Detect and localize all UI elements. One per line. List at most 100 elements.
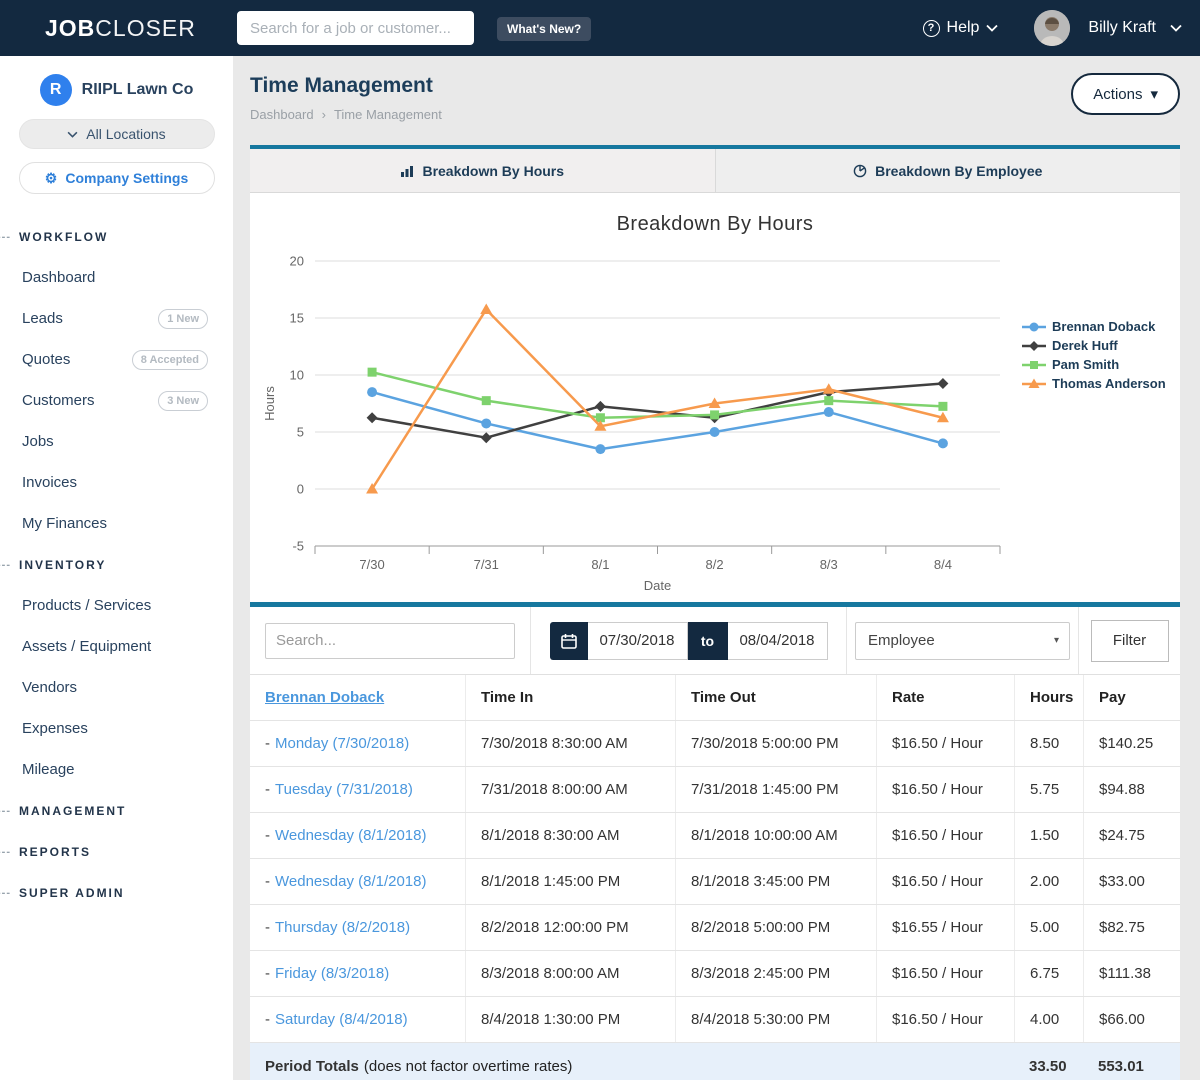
help-label: Help [947, 19, 980, 37]
group-by-select[interactable]: Employee ▾ [855, 622, 1070, 660]
day-link[interactable]: Monday (7/30/2018) [275, 735, 409, 752]
legend-label: Derek Huff [1052, 338, 1118, 353]
sidebar-item-my-finances[interactable]: My Finances [0, 503, 233, 544]
all-locations-dropdown[interactable]: All Locations [19, 119, 215, 149]
date-from-input[interactable] [588, 622, 688, 660]
caret-down-icon: ▾ [1054, 635, 1059, 646]
logo-light: CLOSER [95, 15, 196, 41]
total-hours: 33.50 [1014, 1043, 1083, 1080]
cell-hours: 8.50 [1014, 721, 1083, 766]
cell-pay: $82.75 [1083, 905, 1180, 950]
sidebar-item-leads[interactable]: Leads1 New [0, 298, 233, 339]
cell-time-out: 8/1/2018 3:45:00 PM [675, 859, 876, 904]
legend-item-brennan-doback[interactable]: Brennan Doback [1022, 319, 1166, 334]
day-link[interactable]: Saturday (8/4/2018) [275, 1011, 408, 1028]
section-label: WORKFLOW [19, 230, 108, 244]
sidebar-item-products-services[interactable]: Products / Services [0, 585, 233, 626]
row-dash: - [265, 827, 270, 844]
sidebar-item-label: My Finances [22, 515, 107, 532]
cell-rate: $16.50 / Hour [876, 997, 1014, 1042]
legend-item-thomas-anderson[interactable]: Thomas Anderson [1022, 376, 1166, 391]
legend-marker-icon [1022, 378, 1046, 390]
cell-rate: $16.50 / Hour [876, 859, 1014, 904]
sidebar-section-management[interactable]: ---MANAGEMENT [0, 790, 233, 831]
period-totals-label: Period Totals [265, 1058, 359, 1075]
sidebar-section-inventory[interactable]: ---INVENTORY [0, 544, 233, 585]
sidebar-item-assets-equipment[interactable]: Assets / Equipment [0, 626, 233, 667]
bar-chart-icon [400, 164, 414, 178]
cell-time-in: 7/30/2018 8:30:00 AM [465, 721, 675, 766]
sidebar-nav: ---WORKFLOWDashboardLeads1 NewQuotes8 Ac… [0, 216, 233, 913]
legend-item-derek-huff[interactable]: Derek Huff [1022, 338, 1166, 353]
chart-legend: Brennan Doback Derek Huff Pam Smith Thomas … [1022, 319, 1166, 391]
svg-text:5: 5 [297, 425, 304, 440]
cell-hours: 2.00 [1014, 859, 1083, 904]
day-link[interactable]: Thursday (8/2/2018) [275, 919, 410, 936]
breadcrumb-dashboard[interactable]: Dashboard [250, 107, 314, 122]
table-row: -Wednesday (8/1/2018)8/1/2018 8:30:00 AM… [250, 813, 1180, 859]
day-link[interactable]: Wednesday (8/1/2018) [275, 827, 427, 844]
global-search-input[interactable] [237, 11, 474, 45]
cell-rate: $16.50 / Hour [876, 767, 1014, 812]
employee-name-link[interactable]: Brennan Doback [265, 689, 384, 706]
cell-time-out: 8/4/2018 5:30:00 PM [675, 997, 876, 1042]
breadcrumb-current: Time Management [334, 107, 442, 122]
cell-time-out: 7/31/2018 1:45:00 PM [675, 767, 876, 812]
sidebar-item-customers[interactable]: Customers3 New [0, 380, 233, 421]
sidebar-item-quotes[interactable]: Quotes8 Accepted [0, 339, 233, 380]
calendar-button[interactable] [550, 622, 588, 660]
legend-item-pam-smith[interactable]: Pam Smith [1022, 357, 1166, 372]
day-link[interactable]: Friday (8/3/2018) [275, 965, 389, 982]
hours-line-chart: Breakdown By Hours 20151050-57/307/318/1… [250, 193, 1180, 607]
sidebar-item-expenses[interactable]: Expenses [0, 708, 233, 749]
table-row: -Friday (8/3/2018)8/3/2018 8:00:00 AM8/3… [250, 951, 1180, 997]
user-avatar[interactable] [1034, 10, 1070, 46]
period-totals-row: Period Totals (does not factor overtime … [250, 1043, 1180, 1080]
tab-breakdown-by-employee[interactable]: Breakdown By Employee [715, 149, 1181, 192]
tab-label: Breakdown By Employee [875, 163, 1042, 179]
sidebar-section-reports[interactable]: ---REPORTS [0, 831, 233, 872]
col-time-out: Time Out [675, 675, 876, 720]
company-settings-label: Company Settings [65, 170, 188, 186]
row-dash: - [265, 735, 270, 752]
cell-rate: $16.50 / Hour [876, 951, 1014, 996]
sidebar-item-jobs[interactable]: Jobs [0, 421, 233, 462]
date-to-input[interactable] [728, 622, 828, 660]
sidebar-item-label: Vendors [22, 679, 77, 696]
sidebar-section-super-admin[interactable]: ---SUPER ADMIN [0, 872, 233, 913]
table-header-row: Brennan Doback Time In Time Out Rate Hou… [250, 675, 1180, 721]
user-menu[interactable]: Billy Kraft [1088, 19, 1156, 37]
day-link[interactable]: Wednesday (8/1/2018) [275, 873, 427, 890]
svg-text:20: 20 [290, 254, 304, 269]
cell-time-out: 8/3/2018 2:45:00 PM [675, 951, 876, 996]
col-rate: Rate [876, 675, 1014, 720]
whats-new-button[interactable]: What's New? [497, 17, 591, 41]
row-dash: - [265, 873, 270, 890]
sidebar-item-dashboard[interactable]: Dashboard [0, 257, 233, 298]
chart-title: Breakdown By Hours [250, 213, 1180, 236]
filter-button[interactable]: Filter [1091, 620, 1169, 662]
actions-button[interactable]: Actions ▾ [1071, 73, 1180, 115]
main-content: Time Management Dashboard › Time Managem… [250, 56, 1180, 1080]
section-label: INVENTORY [19, 558, 106, 572]
sidebar-item-vendors[interactable]: Vendors [0, 667, 233, 708]
company-settings-button[interactable]: ⚙ Company Settings [19, 162, 215, 194]
table-search-input[interactable] [265, 623, 515, 659]
sidebar-item-label: Expenses [22, 720, 88, 737]
row-dash: - [265, 1011, 270, 1028]
day-link[interactable]: Tuesday (7/31/2018) [275, 781, 413, 798]
sidebar-item-invoices[interactable]: Invoices [0, 462, 233, 503]
help-menu[interactable]: ? Help [923, 19, 999, 37]
table-row: -Thursday (8/2/2018)8/2/2018 12:00:00 PM… [250, 905, 1180, 951]
sidebar-item-mileage[interactable]: Mileage [0, 749, 233, 790]
logo-bold: JOB [45, 15, 95, 41]
row-dash: - [265, 919, 270, 936]
cell-time-out: 7/30/2018 5:00:00 PM [675, 721, 876, 766]
cell-pay: $94.88 [1083, 767, 1180, 812]
svg-text:8/4: 8/4 [934, 557, 952, 572]
svg-text:8/1: 8/1 [591, 557, 609, 572]
sidebar-section-workflow[interactable]: ---WORKFLOW [0, 216, 233, 257]
actions-label: Actions [1093, 86, 1142, 103]
tab-breakdown-by-hours[interactable]: Breakdown By Hours [250, 149, 715, 192]
breadcrumb: Dashboard › Time Management [250, 107, 1180, 122]
